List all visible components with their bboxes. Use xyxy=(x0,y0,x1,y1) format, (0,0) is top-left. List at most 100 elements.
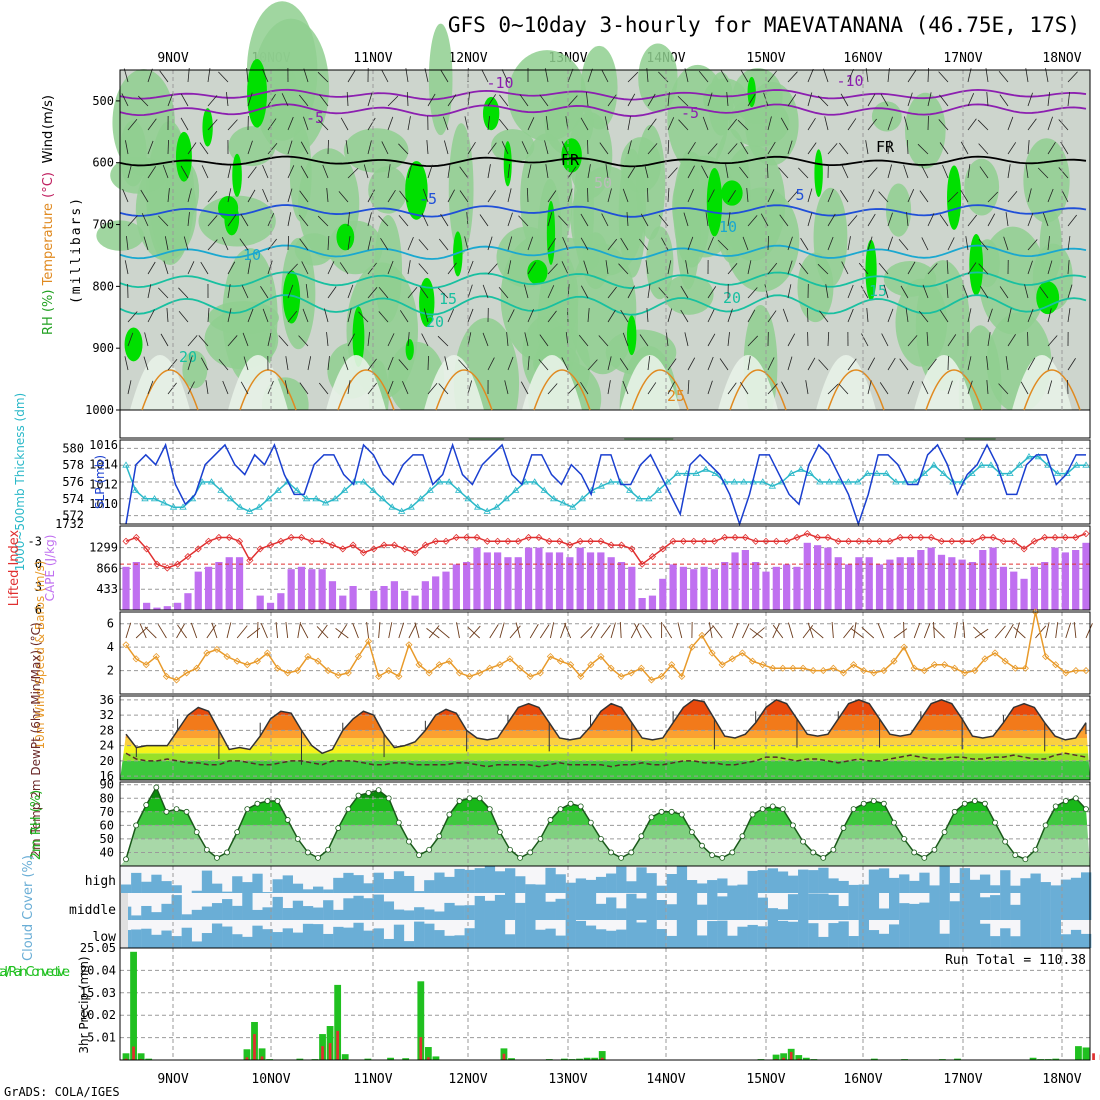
wind-barb xyxy=(459,166,469,179)
wind-barb xyxy=(247,189,256,203)
wind-barb xyxy=(610,622,616,639)
lifted-index-line-point xyxy=(535,533,543,542)
chart-title: GFS 0~10day 3-hourly for MAEVATANANA (46… xyxy=(448,13,1080,37)
wind-barb xyxy=(1047,188,1054,203)
cape-bar xyxy=(958,559,966,610)
wind-barb xyxy=(127,215,138,227)
wind-speed-line-point xyxy=(445,657,453,665)
wind-barb xyxy=(299,382,309,395)
wind-barb xyxy=(598,335,609,347)
thickness-line-point xyxy=(768,482,777,489)
cloud-cell xyxy=(777,871,789,893)
wind-barb xyxy=(887,308,894,323)
wind-barb xyxy=(1047,356,1054,371)
rh-line-point xyxy=(850,806,857,812)
wind-barb xyxy=(549,622,555,639)
wind-speed-line-point xyxy=(486,664,494,672)
wind-barb xyxy=(906,212,909,227)
lifted-index-line-point xyxy=(989,533,997,542)
wind-barb xyxy=(607,286,617,299)
cloud-cell xyxy=(494,871,506,893)
cloud-cell xyxy=(1000,893,1011,920)
cloud-cell xyxy=(697,904,708,920)
wind-barb xyxy=(419,286,429,299)
temperature-band xyxy=(120,738,1090,746)
lifted-index-line-point xyxy=(679,537,687,545)
date-label-top: 15NOV xyxy=(746,51,785,66)
cloud-cell xyxy=(181,914,192,920)
wind-barb xyxy=(585,92,589,107)
wind-barb xyxy=(447,262,457,275)
cloud-cell xyxy=(393,909,405,920)
rh-line-point xyxy=(870,798,877,804)
cloud-cell xyxy=(787,875,799,893)
cape-bar xyxy=(555,552,564,610)
wind-barb xyxy=(967,164,971,179)
wind-barb xyxy=(807,92,813,107)
cloud-cell xyxy=(585,879,597,893)
wind-barb xyxy=(518,215,529,227)
thickness-line-point xyxy=(521,478,529,485)
cloud-cell xyxy=(343,927,354,948)
wind-barb xyxy=(907,189,915,203)
cape-bar xyxy=(979,550,987,610)
wind-barb xyxy=(817,95,829,107)
cloud-cell xyxy=(403,910,415,920)
wind-barb xyxy=(647,382,657,395)
rh-line-point xyxy=(790,822,796,829)
wind-barb xyxy=(544,68,549,83)
panel-title-part: Temperature xyxy=(41,203,56,286)
rh-line-point xyxy=(466,795,473,802)
cloud-cell xyxy=(282,928,293,948)
cloud-cell xyxy=(1020,878,1031,893)
cape-bar xyxy=(122,566,130,610)
wind-barb xyxy=(667,117,675,131)
cloud-cell xyxy=(383,938,395,948)
rh-line-point xyxy=(810,849,817,856)
wind-barb xyxy=(587,359,598,371)
cloud-cell xyxy=(959,920,971,948)
wind-speed-line-point xyxy=(647,676,656,684)
rh-line-point xyxy=(547,817,554,823)
wind-barb xyxy=(167,382,177,395)
temperature-contour xyxy=(119,103,1087,117)
wind-barb xyxy=(437,287,449,299)
wind-barb xyxy=(867,357,876,371)
wind-barb xyxy=(526,187,529,203)
cloud-cell xyxy=(1040,920,1051,948)
precip-total-bar xyxy=(508,1058,515,1060)
cape-bar xyxy=(576,547,584,610)
cloud-cell xyxy=(555,935,566,948)
cape-frame xyxy=(119,525,1091,611)
wind-barb xyxy=(381,141,389,155)
axis-tick-label: 500 xyxy=(92,94,114,108)
wind-barb xyxy=(807,212,813,227)
wind-barb xyxy=(467,260,474,275)
wind-barb xyxy=(498,286,509,299)
wind-barb xyxy=(1045,68,1049,83)
cloud-cell xyxy=(919,872,930,893)
contour-label: 20 xyxy=(723,289,741,307)
wind-barb xyxy=(267,332,272,347)
axis-tick-label: 866 xyxy=(96,561,118,575)
cloud-cell xyxy=(373,872,384,893)
lifted-index-line-point xyxy=(865,537,873,545)
wind-barb xyxy=(927,92,932,107)
wind-barb xyxy=(878,262,889,275)
wind-barb xyxy=(627,140,632,155)
cloud-cell xyxy=(565,882,576,893)
cloud-cell xyxy=(424,909,435,920)
wind-barb xyxy=(843,625,854,639)
wind-barb xyxy=(367,262,377,275)
cloud-cell xyxy=(363,930,374,948)
wind-speed-line-point xyxy=(617,672,625,680)
rh-shade xyxy=(544,91,594,156)
cape-bar xyxy=(297,566,306,610)
axis-tick-label: 40 xyxy=(100,845,114,859)
wind-barb xyxy=(1027,140,1030,155)
wind-barb xyxy=(198,335,209,347)
wind-barb xyxy=(1067,71,1078,83)
wind-barb xyxy=(303,68,309,83)
wind-barb xyxy=(487,94,497,107)
wind-barb xyxy=(367,358,377,371)
